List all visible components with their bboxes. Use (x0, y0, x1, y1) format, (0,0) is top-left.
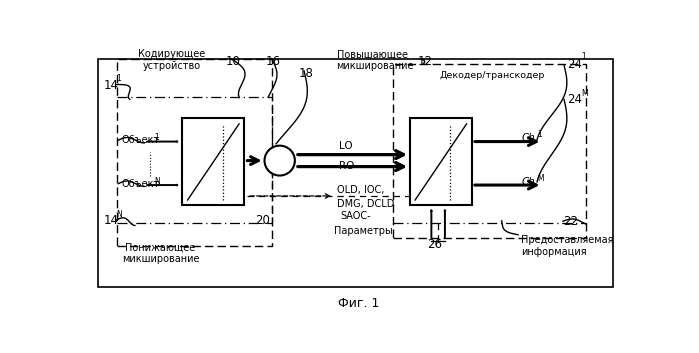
Text: Предоставляемая
информация: Предоставляемая информация (521, 235, 613, 257)
Text: Объект: Объект (122, 135, 160, 145)
Text: 24: 24 (567, 93, 582, 106)
Text: Фиг. 1: Фиг. 1 (338, 297, 379, 310)
Bar (410, 119, 472, 205)
Text: Ch: Ch (522, 133, 535, 143)
Text: 18: 18 (298, 67, 314, 80)
Bar (98, 59, 613, 287)
Text: Декодер/транскодер: Декодер/транскодер (440, 71, 545, 80)
Text: 24: 24 (567, 58, 582, 71)
Text: Повышающее
микширование: Повышающее микширование (337, 49, 414, 71)
Text: DMG, DCLD: DMG, DCLD (337, 199, 394, 209)
Text: SAOC-: SAOC- (340, 211, 371, 221)
Text: LO: LO (339, 141, 353, 151)
Text: 22: 22 (563, 215, 578, 228)
Text: M: M (582, 89, 588, 97)
Text: N: N (154, 177, 160, 186)
Text: 14: 14 (103, 79, 119, 92)
Text: 1: 1 (538, 130, 542, 139)
Text: 1: 1 (117, 74, 122, 83)
Text: RO: RO (339, 161, 354, 171)
Text: 16: 16 (266, 55, 281, 67)
Text: 1: 1 (582, 52, 586, 61)
Text: 1: 1 (154, 133, 159, 142)
Text: Параметры: Параметры (334, 226, 393, 236)
Bar (117, 59, 271, 246)
Text: N: N (117, 210, 122, 219)
Bar (394, 64, 586, 238)
Text: 14: 14 (103, 214, 119, 227)
Text: M: M (538, 174, 545, 183)
Text: 20: 20 (255, 214, 271, 227)
Bar (182, 119, 245, 205)
Text: Объект: Объект (122, 179, 160, 189)
Text: Кодирующее
устройство: Кодирующее устройство (138, 49, 205, 71)
Text: 26: 26 (428, 238, 442, 251)
Text: OLD, IOC,: OLD, IOC, (337, 185, 384, 195)
Text: 10: 10 (226, 55, 240, 67)
Text: Ch: Ch (522, 176, 535, 186)
Text: Понижающее
микширование: Понижающее микширование (122, 242, 199, 264)
Text: 12: 12 (418, 55, 433, 67)
Ellipse shape (264, 146, 295, 175)
